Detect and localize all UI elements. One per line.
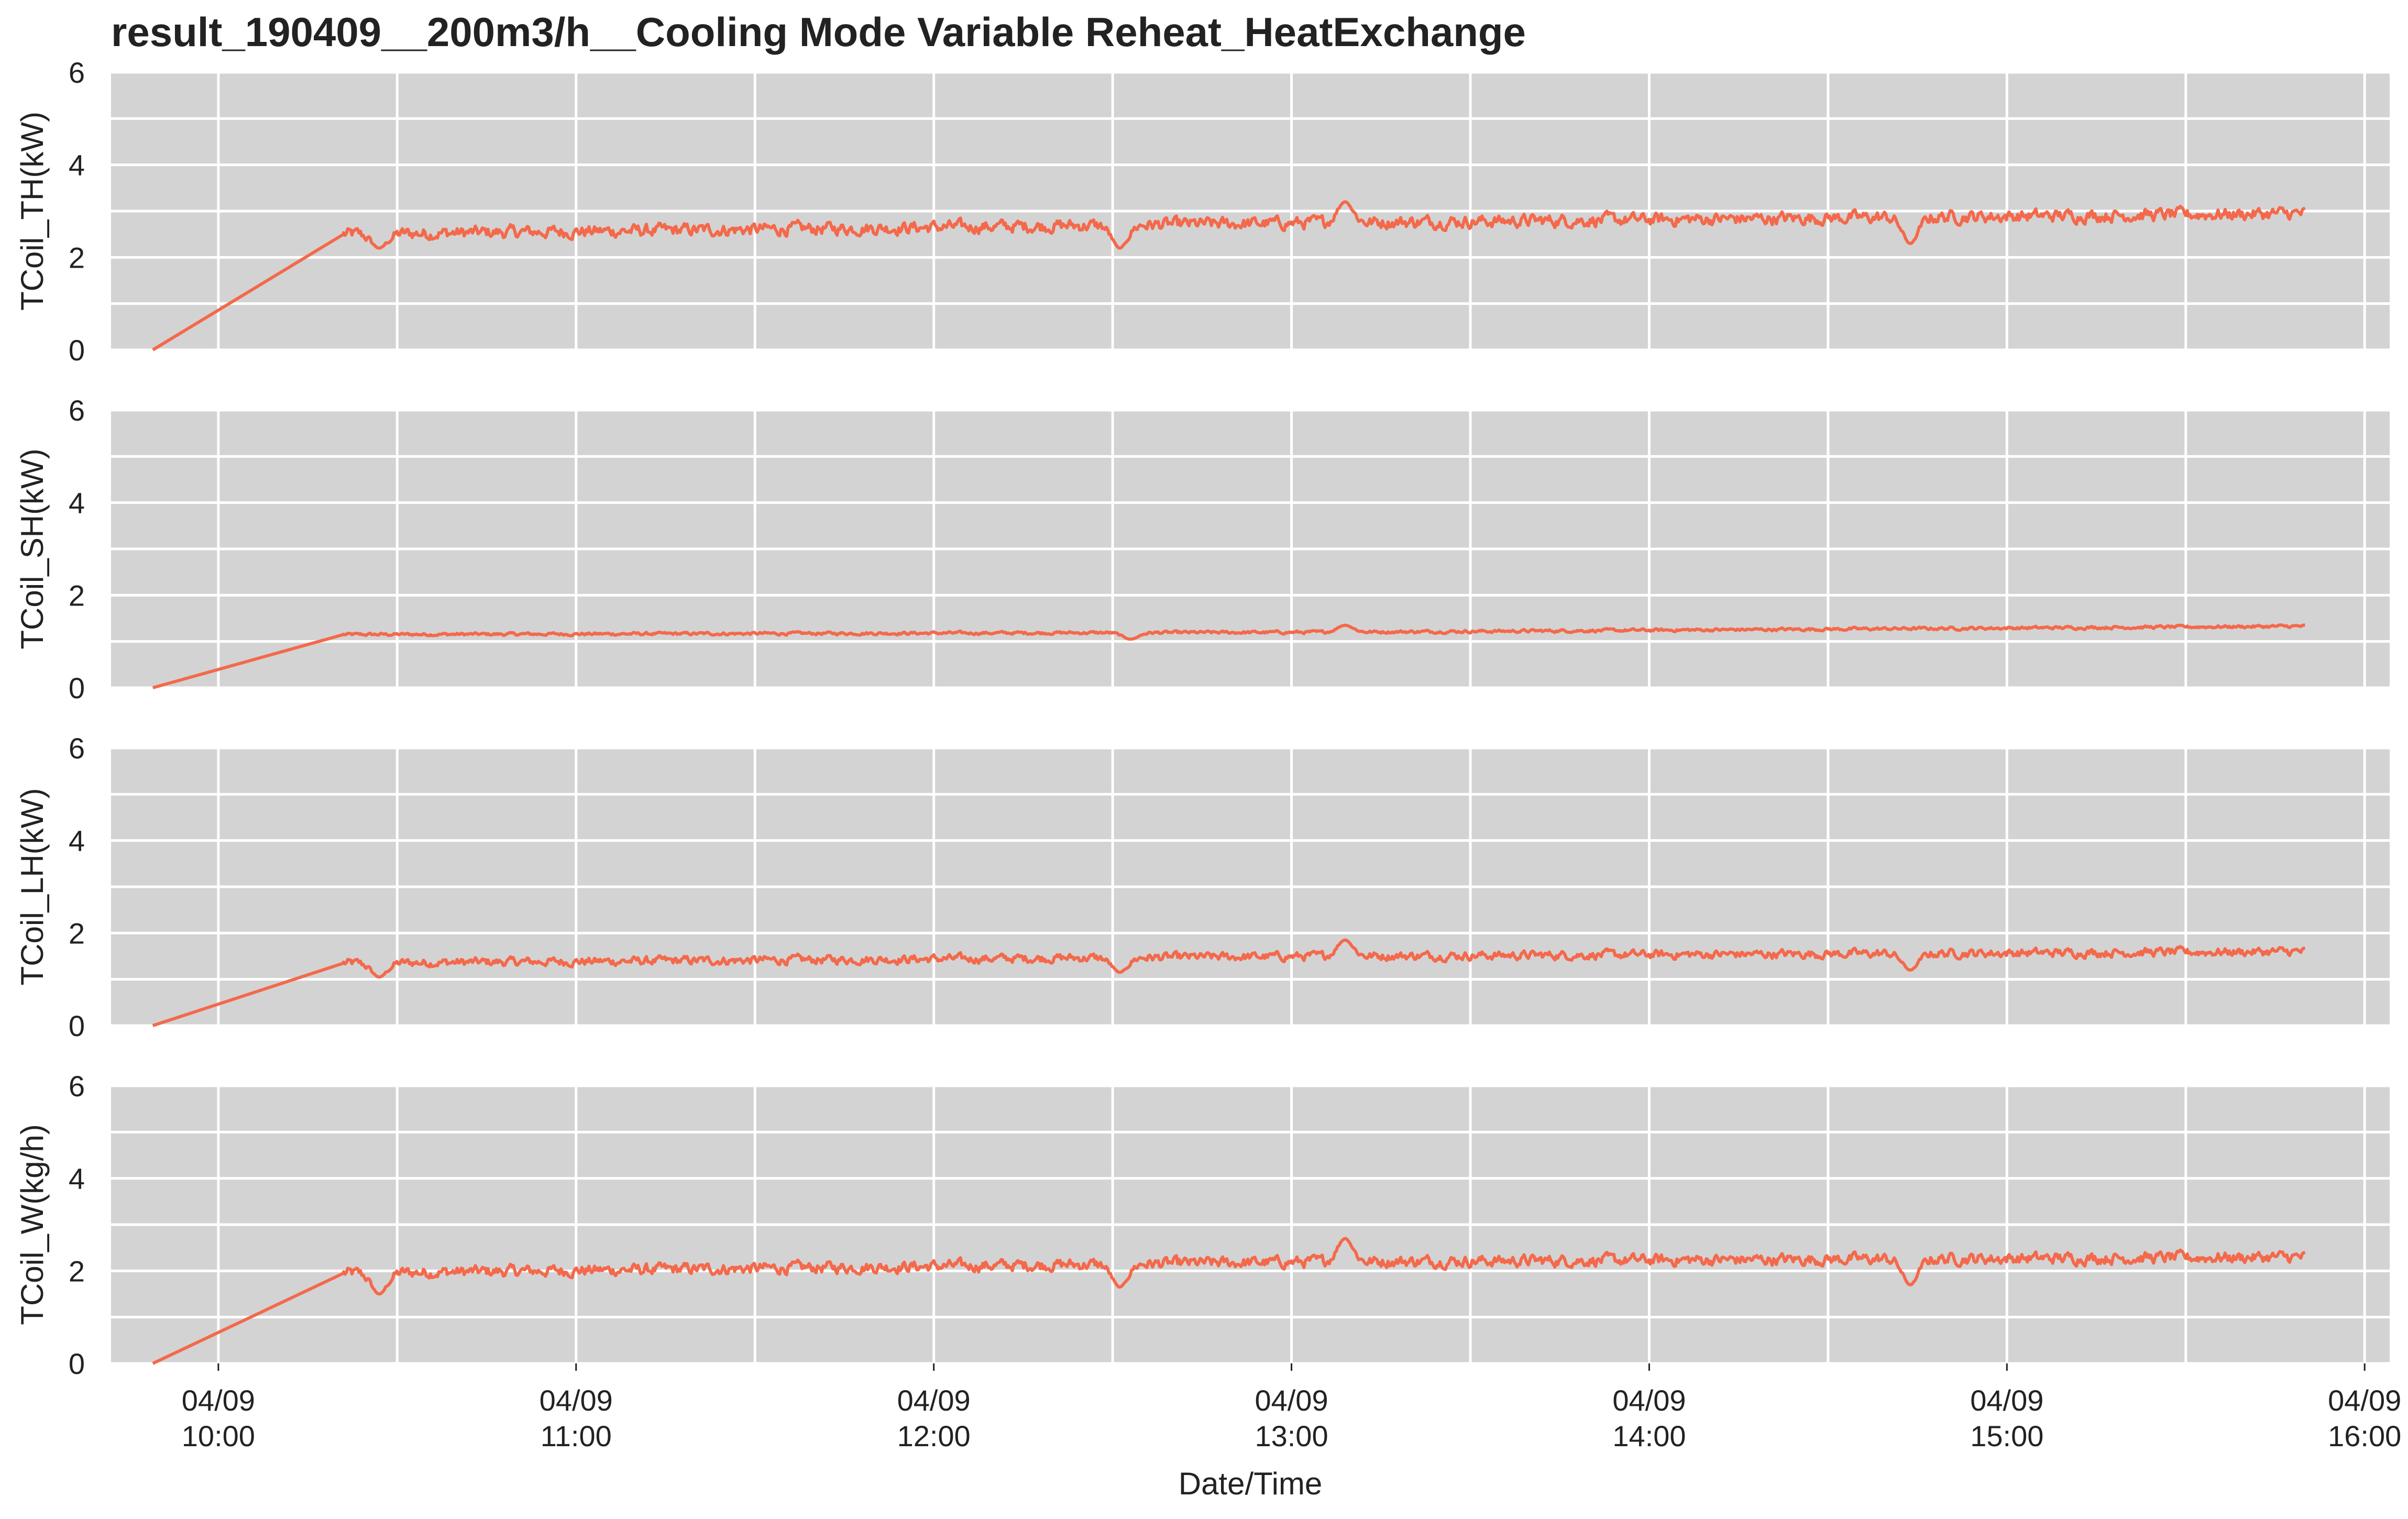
y-tick-label: 4	[69, 487, 85, 520]
x-tick-date: 04/09	[2328, 1384, 2401, 1417]
y-tick-label: 2	[69, 1254, 85, 1287]
y-axis-label: TCoil_W(kg/h)	[15, 1124, 50, 1325]
y-tick-label: 4	[69, 149, 85, 182]
x-tick-time: 13:00	[1255, 1419, 1328, 1452]
series-line	[152, 1237, 2306, 1365]
y-tick-label: 2	[69, 241, 85, 274]
series-line	[152, 200, 2306, 351]
x-tick-date: 04/09	[182, 1384, 255, 1417]
y-tick-label: 0	[69, 1347, 85, 1380]
x-tick-date: 04/09	[1970, 1384, 2043, 1417]
x-tick-time: 12:00	[897, 1419, 971, 1452]
x-axis-label: Date/Time	[1179, 1466, 1323, 1501]
y-axis-label: TCoil_LH(kW)	[15, 788, 50, 986]
series-line	[152, 938, 2306, 1027]
series-line	[152, 623, 2305, 689]
x-tick-date: 04/09	[1255, 1384, 1328, 1417]
subplot-3: 0 2 4 6 TCoil_LH(kW)	[15, 732, 2390, 1042]
y-tick-label: 0	[69, 1009, 85, 1042]
subplot-2: 0 2 4 6 TCoil_SH(kW)	[15, 394, 2390, 705]
x-tick-date: 04/09	[897, 1384, 971, 1417]
x-tick-date: 04/09	[540, 1384, 613, 1417]
y-tick-label: 4	[69, 824, 85, 857]
x-tick-time: 11:00	[541, 1419, 612, 1452]
x-tick-time: 16:00	[2328, 1419, 2401, 1452]
x-tick-time: 14:00	[1612, 1419, 1686, 1452]
y-tick-label: 4	[69, 1162, 85, 1195]
y-tick-label: 6	[69, 732, 85, 765]
y-axis-label: TCoil_SH(kW)	[15, 448, 50, 649]
chart-title: result_190409__200m3/h__Cooling Mode Var…	[111, 9, 1526, 55]
x-tick-time: 15:00	[1970, 1419, 2043, 1452]
y-tick-label: 6	[69, 56, 85, 89]
x-tick-date: 04/09	[1612, 1384, 1686, 1417]
subplot-4: 0 2 4 6 TCoil_W(kg/h)	[15, 1070, 2390, 1380]
y-tick-label: 2	[69, 917, 85, 950]
y-tick-label: 2	[69, 579, 85, 612]
x-tick-time: 10:00	[182, 1419, 255, 1452]
y-tick-label: 6	[69, 394, 85, 427]
subplot-1: 0 2 4 6 TCoil_TH(kW)	[15, 56, 2390, 367]
y-tick-label: 6	[69, 1070, 85, 1103]
y-axis-label: TCoil_TH(kW)	[15, 112, 50, 311]
y-tick-label: 0	[69, 672, 85, 705]
y-tick-label: 0	[69, 334, 85, 367]
